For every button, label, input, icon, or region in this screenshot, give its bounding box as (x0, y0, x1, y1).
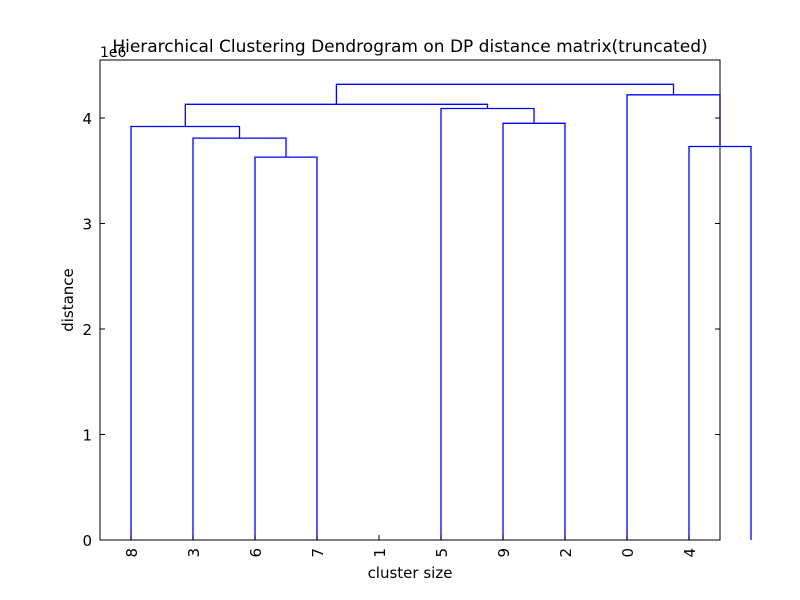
dendrogram-link-6 (184, 103, 489, 127)
x-tick-label: 4 (681, 548, 699, 558)
y-tick-label: 3 (82, 216, 92, 234)
dendrogram-links (130, 83, 752, 540)
y-tick-label: 2 (82, 321, 92, 339)
x-tick-label: 7 (309, 548, 327, 558)
dendrogram-link-4 (502, 122, 566, 540)
x-tick-label: 0 (619, 548, 637, 558)
x-axis-label: cluster size (368, 564, 453, 582)
dendrogram-link-1 (254, 156, 318, 540)
y-tick-label: 4 (82, 110, 92, 128)
axis-ticks: 0 1 2 3 4 8 3 6 7 1 5 9 2 0 4 (82, 110, 720, 558)
x-tick-label: 1 (371, 548, 389, 558)
dendrogram-link-2 (192, 137, 287, 540)
x-tick-label: 8 (123, 548, 141, 558)
y-scale-label: 1e6 (100, 45, 127, 61)
x-tick-label: 2 (557, 548, 575, 558)
dendrogram-link-5 (440, 107, 535, 540)
chart-title: Hierarchical Clustering Dendrogram on DP… (112, 37, 707, 57)
dendrogram-link-3 (130, 125, 241, 540)
x-tick-label: 6 (247, 548, 265, 558)
dendrogram-link-8 (626, 94, 721, 540)
plot-frame (99, 59, 721, 541)
x-tick-label: 9 (495, 548, 513, 558)
y-axis-label: distance (59, 268, 77, 332)
y-tick-label: 1 (82, 427, 92, 445)
y-tick-label: 0 (82, 532, 92, 550)
x-tick-label: 3 (185, 548, 203, 558)
dendrogram-link-9 (335, 83, 675, 105)
x-tick-label: 5 (433, 548, 451, 558)
